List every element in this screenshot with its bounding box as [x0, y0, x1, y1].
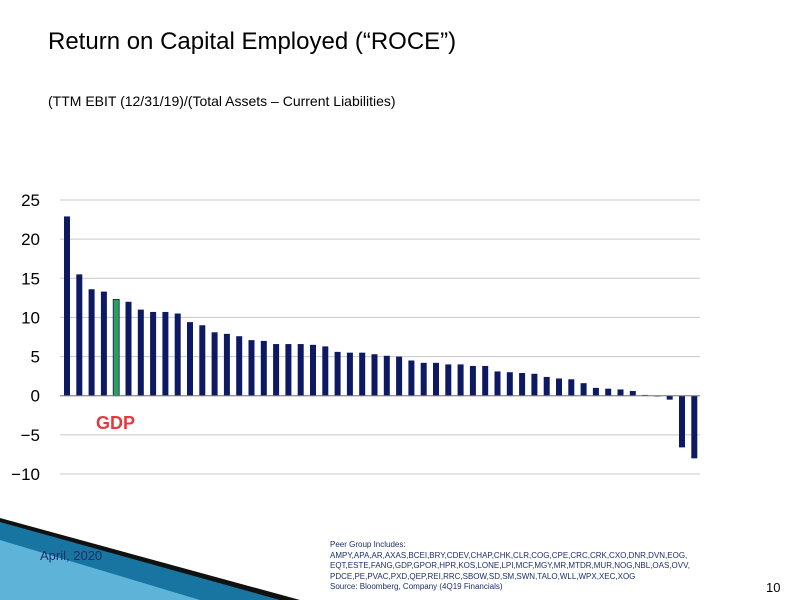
bar: [223, 333, 230, 396]
slide-subtitle: (TTM EBIT (12/31/19)/(Total Assets – Cur…: [48, 93, 396, 109]
bar: [174, 313, 181, 396]
bar: [408, 360, 415, 396]
bar: [629, 391, 636, 396]
bar: [592, 387, 599, 396]
bar: [617, 389, 624, 396]
bar: [605, 388, 612, 396]
bar: [383, 355, 390, 396]
bars: [64, 216, 698, 459]
y-tick-label: −5: [21, 426, 40, 445]
bar: [322, 346, 329, 396]
bar: [187, 322, 193, 396]
banner-light-triangle: [0, 540, 200, 600]
bar: [334, 351, 341, 396]
bar: [666, 395, 673, 400]
bar-gdp: [112, 299, 120, 397]
bar: [396, 356, 403, 396]
y-tick-label: 10: [21, 308, 40, 327]
bar: [445, 364, 452, 396]
y-tick-label: 15: [21, 269, 40, 288]
bar: [568, 379, 575, 396]
bar: [162, 311, 169, 396]
bar: [137, 309, 144, 396]
bar: [64, 216, 70, 396]
bar: [543, 376, 550, 396]
bar: [457, 364, 464, 396]
bar: [433, 362, 439, 396]
bar: [469, 365, 476, 396]
bar: [150, 311, 157, 396]
bar: [88, 289, 95, 396]
bar: [371, 354, 378, 396]
bar: [100, 291, 107, 396]
bar: [310, 344, 316, 396]
bar: [76, 274, 83, 396]
bar: [519, 373, 526, 396]
peer-group-note: Peer Group Includes: AMPY,APA,AR,AXAS,BC…: [330, 540, 750, 593]
bar: [691, 395, 698, 459]
bar: [679, 395, 685, 448]
peer-group-heading: Peer Group Includes:: [330, 540, 406, 549]
bar: [297, 344, 304, 396]
y-tick-label: 0: [31, 387, 40, 406]
page-number: 10: [766, 580, 781, 595]
slide-date: April, 2020: [40, 548, 103, 563]
y-tick-label: 20: [21, 230, 40, 249]
y-tick-label: 5: [31, 348, 40, 367]
y-axis-ticks: 25 20 15 10 5 0 −5 −10: [11, 191, 40, 484]
bar: [125, 301, 132, 396]
bar: [531, 373, 538, 396]
bar: [359, 352, 366, 396]
bar: [248, 340, 255, 396]
y-tick-label: −10: [11, 465, 40, 484]
bar: [199, 325, 206, 396]
bar: [236, 336, 243, 396]
bar: [420, 362, 427, 396]
bar: [346, 352, 353, 396]
bar: [211, 332, 218, 396]
bar: [260, 340, 267, 396]
bar: [556, 378, 562, 396]
bar: [506, 372, 513, 396]
bar: [285, 344, 292, 396]
y-tick-label: 25: [21, 191, 40, 210]
bar: [482, 365, 489, 396]
bar: [580, 383, 587, 396]
peer-group-list: AMPY,APA,AR,AXAS,BCEI,BRY,CDEV,CHAP,CHK,…: [330, 550, 690, 581]
bar: [273, 344, 280, 396]
slide-title: Return on Capital Employed (“ROCE”): [48, 28, 457, 55]
bar: [494, 371, 501, 396]
source-note: Source: Bloomberg, Company (4Q19 Financi…: [330, 582, 503, 591]
gdp-highlight-label: GDP: [96, 413, 136, 433]
